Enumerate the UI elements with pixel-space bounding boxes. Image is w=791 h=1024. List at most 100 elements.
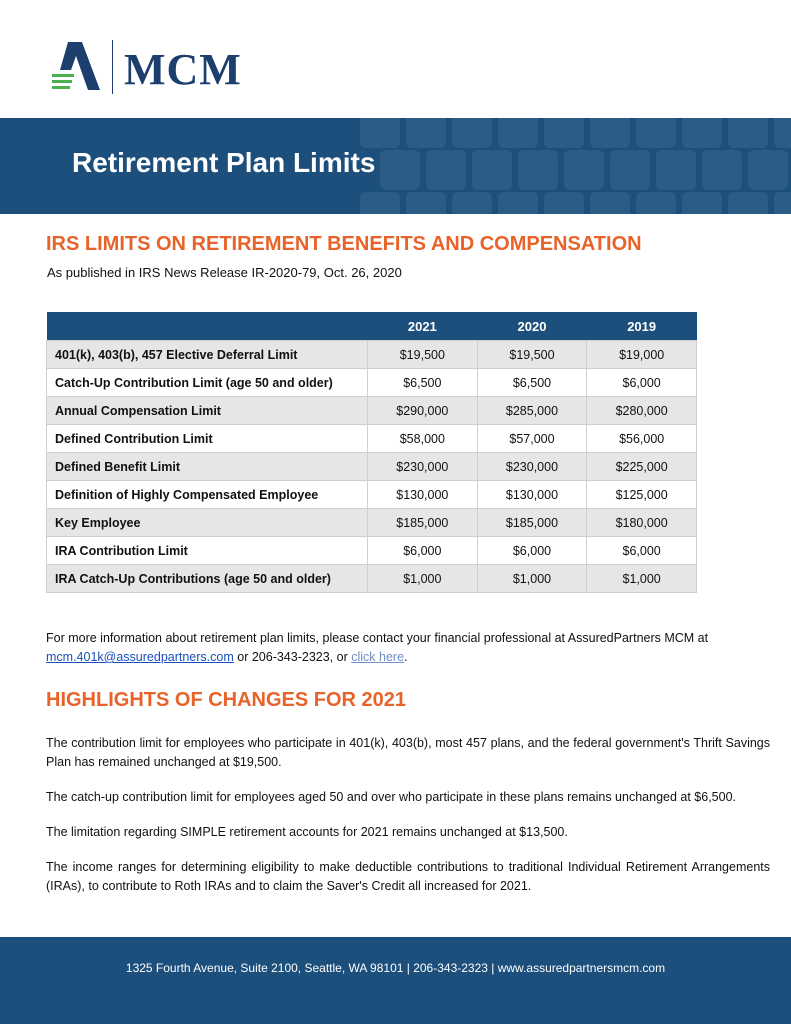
row-label: IRA Contribution Limit bbox=[46, 536, 368, 565]
cell: $225,000 bbox=[586, 452, 697, 481]
link[interactable]: click here bbox=[351, 650, 405, 664]
banner-pattern bbox=[728, 192, 768, 214]
email-link[interactable]: mcm.401k@assuredpartners.com bbox=[46, 650, 234, 664]
banner-pattern bbox=[656, 150, 696, 190]
banner-pattern bbox=[636, 192, 676, 214]
banner-pattern bbox=[610, 150, 650, 190]
cell: $230,000 bbox=[367, 452, 478, 481]
banner-pattern bbox=[564, 150, 604, 190]
table-row: Defined Contribution Limit $58,000 $57,000… bbox=[46, 424, 697, 453]
row-label: 401(k), 403(b), 457 Elective Deferral Li… bbox=[46, 340, 368, 369]
table-row: IRA Contribution Limit $6,000 $6,000 $6,000 bbox=[46, 536, 697, 565]
cell: $285,000 bbox=[476, 396, 588, 425]
contact-text: For more information about retirement pl… bbox=[46, 629, 766, 667]
header-cell bbox=[46, 312, 368, 341]
table-row: Definition of Highly Compensated Employe… bbox=[46, 480, 697, 509]
cell: $180,000 bbox=[586, 508, 697, 537]
text: or 206-343-2323, or bbox=[237, 650, 348, 664]
banner-pattern bbox=[406, 192, 446, 214]
table-row: Defined Benefit Limit $230,000 $230,000 $22… bbox=[46, 452, 697, 481]
row-label: Annual Compensation Limit bbox=[46, 396, 368, 425]
banner-pattern bbox=[590, 192, 630, 214]
column-header: 2020 bbox=[477, 312, 587, 341]
banner-pattern bbox=[472, 150, 512, 190]
cell: $6,000 bbox=[367, 536, 478, 565]
banner-pattern bbox=[518, 150, 558, 190]
logo-mark bbox=[52, 42, 100, 90]
banner-pattern bbox=[406, 118, 446, 148]
cell: $1,000 bbox=[476, 564, 588, 593]
cell: $290,000 bbox=[367, 396, 478, 425]
cell: $125,000 bbox=[586, 480, 697, 509]
logo-text: MCM bbox=[124, 45, 242, 94]
cell: $57,000 bbox=[476, 424, 588, 453]
text: For more information about retirement pl… bbox=[46, 631, 709, 645]
cell: $185,000 bbox=[367, 508, 478, 537]
cell: $58,000 bbox=[367, 424, 478, 453]
cell: $130,000 bbox=[367, 480, 478, 509]
row-label: Catch-Up Contribution Limit (age 50 and … bbox=[46, 368, 368, 397]
table-row: Annual Compensation Limit $290,000 $285,00… bbox=[46, 396, 697, 425]
cell: $6,000 bbox=[586, 368, 697, 397]
text: . bbox=[404, 650, 408, 664]
cell: $19,500 bbox=[367, 340, 478, 369]
subtitle: As published in IRS News Release IR-2020… bbox=[47, 265, 402, 280]
cell: $130,000 bbox=[476, 480, 588, 509]
banner-pattern bbox=[748, 150, 788, 190]
table-row: Catch-Up Contribution Limit (age 50 and … bbox=[46, 368, 697, 397]
banner-pattern bbox=[360, 118, 400, 148]
banner-pattern bbox=[360, 192, 400, 214]
table-row: 401(k), 403(b), 457 Elective Deferral Li… bbox=[46, 340, 697, 369]
cell: $56,000 bbox=[586, 424, 697, 453]
row-label: Definition of Highly Compensated Employe… bbox=[46, 480, 368, 509]
banner-pattern bbox=[636, 118, 676, 148]
banner-pattern bbox=[590, 118, 630, 148]
cell: $6,500 bbox=[476, 368, 588, 397]
footer-text: 1325 Fourth Avenue, Suite 2100, Seattle,… bbox=[125, 961, 666, 975]
cell: $185,000 bbox=[476, 508, 588, 537]
banner-pattern bbox=[702, 150, 742, 190]
paragraph: The catch-up contribution limit for empl… bbox=[46, 790, 737, 804]
cell: $19,000 bbox=[586, 340, 697, 369]
cell: $19,500 bbox=[476, 340, 588, 369]
banner-pattern bbox=[452, 192, 492, 214]
row-label: IRA Catch-Up Contributions (age 50 and o… bbox=[46, 564, 368, 593]
cell: $1,000 bbox=[586, 564, 697, 593]
banner-pattern bbox=[498, 192, 538, 214]
banner-pattern bbox=[682, 118, 722, 148]
footer bbox=[0, 937, 791, 1024]
cell: $6,000 bbox=[476, 536, 588, 565]
table-row: IRA Catch-Up Contributions (age 50 and o… bbox=[46, 564, 697, 593]
banner-pattern bbox=[544, 192, 584, 214]
logo-divider bbox=[112, 40, 113, 94]
banner-pattern bbox=[774, 118, 791, 148]
banner bbox=[0, 118, 791, 214]
cell: $1,000 bbox=[367, 564, 478, 593]
paragraphs: The contribution limit for employees who… bbox=[46, 734, 770, 912]
column-header: 2021 bbox=[367, 312, 478, 341]
column-header: 2019 bbox=[586, 312, 697, 341]
header-row: 2021 2020 2019 bbox=[46, 312, 697, 341]
cell: $230,000 bbox=[476, 452, 588, 481]
row-label: Defined Benefit Limit bbox=[46, 452, 368, 481]
section-heading: IRS LIMITS ON RETIREMENT BENEFITS AND CO… bbox=[46, 233, 642, 255]
paragraph: The contribution limit for employees who… bbox=[46, 736, 770, 769]
banner-pattern bbox=[544, 118, 584, 148]
banner-pattern bbox=[380, 150, 420, 190]
banner-pattern bbox=[452, 118, 492, 148]
banner-title: Retirement Plan Limits bbox=[72, 147, 376, 178]
banner-pattern bbox=[774, 192, 791, 214]
paragraph: The limitation regarding SIMPLE retireme… bbox=[46, 825, 568, 839]
cell: $6,500 bbox=[367, 368, 478, 397]
table-row: Key Employee $185,000 $185,000 $180,000 bbox=[46, 508, 697, 537]
banner-pattern bbox=[498, 118, 538, 148]
banner-pattern bbox=[682, 192, 722, 214]
row-label: Defined Contribution Limit bbox=[46, 424, 368, 453]
row-label: Key Employee bbox=[46, 508, 368, 537]
paragraph: The income ranges for determining eligib… bbox=[46, 860, 770, 893]
cell: $6,000 bbox=[586, 536, 697, 565]
cell: $280,000 bbox=[586, 396, 697, 425]
banner-pattern bbox=[426, 150, 466, 190]
banner-pattern bbox=[728, 118, 768, 148]
